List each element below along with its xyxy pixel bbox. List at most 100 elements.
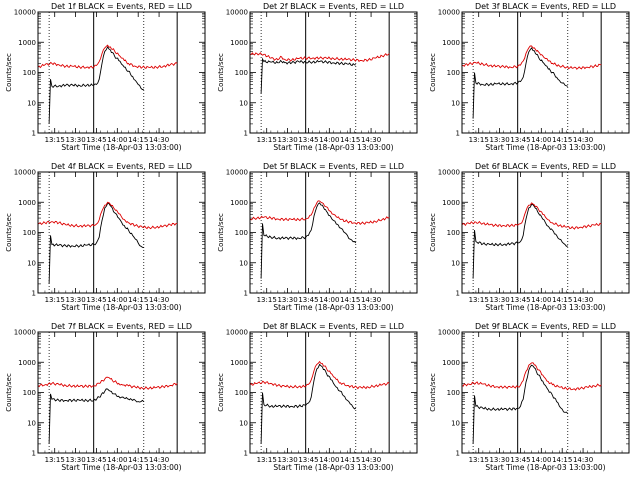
chart-panel-8: Det 8f BLACK = Events, RED = LLD Counts/s… — [217, 322, 418, 472]
y-tick-label: 10 — [451, 419, 460, 427]
y-tick-label: 100 — [447, 229, 460, 237]
y-axis-label: Counts/sec — [5, 53, 13, 92]
plot-frame — [249, 11, 418, 134]
x-tick-label: 14:30 — [149, 456, 169, 464]
y-tick-label: 1 — [32, 290, 36, 298]
x-axis-label: Start Time (18-Apr-03 13:03:00) — [485, 143, 605, 152]
y-tick-label: 10000 — [226, 169, 248, 177]
x-tick-label: 14:15 — [340, 456, 360, 464]
y-tick-label: 10000 — [226, 329, 248, 337]
series-line-lld — [461, 202, 602, 230]
y-tick-label: 10000 — [438, 9, 460, 17]
series-line-lld — [37, 376, 178, 390]
x-tick-label: 14:15 — [552, 136, 572, 144]
series-line-lld — [249, 200, 390, 225]
x-tick-label: 14:00 — [107, 136, 127, 144]
x-tick-label: 14:15 — [128, 296, 148, 304]
x-tick-label: 13:15 — [45, 296, 65, 304]
y-tick-label: 1000 — [230, 39, 248, 47]
y-tick-label: 1000 — [18, 39, 36, 47]
chart-title: Det 9f BLACK = Events, RED = LLD — [475, 322, 616, 331]
x-tick-label: 14:15 — [552, 456, 572, 464]
x-tick-label: 14:30 — [573, 456, 593, 464]
y-tick-label: 1 — [32, 450, 36, 458]
x-tick-label: 13:15 — [469, 456, 489, 464]
x-tick-label: 13:30 — [489, 456, 509, 464]
series-line-events — [48, 203, 144, 284]
y-tick-label: 1000 — [442, 359, 460, 367]
series-line-lld — [249, 52, 390, 63]
x-tick-label: 13:45 — [86, 136, 106, 144]
x-tick-label: 14:30 — [149, 136, 169, 144]
y-axis-label: Counts/sec — [217, 213, 225, 252]
y-tick-label: 10 — [239, 259, 248, 267]
y-tick-label: 100 — [447, 389, 460, 397]
series-line-events — [48, 45, 144, 124]
x-tick-label: 13:30 — [65, 136, 85, 144]
y-tick-label: 10 — [451, 259, 460, 267]
series-line-lld — [37, 44, 178, 70]
y-tick-label: 10000 — [438, 329, 460, 337]
plot-frame — [461, 171, 630, 294]
plot-frame — [461, 11, 630, 134]
x-tick-label: 14:15 — [340, 296, 360, 304]
y-tick-label: 100 — [235, 69, 248, 77]
chart-title: Det 6f BLACK = Events, RED = LLD — [475, 162, 616, 171]
y-tick-label: 10000 — [14, 169, 36, 177]
x-tick-label: 14:30 — [149, 296, 169, 304]
x-tick-label: 13:45 — [86, 296, 106, 304]
plot-frame — [249, 171, 418, 294]
chart-title: Det 3f BLACK = Events, RED = LLD — [475, 2, 616, 11]
x-tick-label: 14:00 — [319, 456, 339, 464]
y-tick-label: 100 — [23, 229, 36, 237]
x-axis-label: Start Time (18-Apr-03 13:03:00) — [61, 303, 181, 312]
x-tick-label: 13:30 — [65, 296, 85, 304]
x-tick-label: 14:00 — [319, 136, 339, 144]
y-tick-label: 10 — [27, 259, 36, 267]
plot-frame — [461, 331, 630, 454]
x-tick-label: 14:00 — [107, 456, 127, 464]
series-line-lld — [462, 45, 602, 70]
series-line-events — [48, 388, 145, 444]
plot-frame — [37, 331, 206, 454]
x-tick-label: 13:45 — [298, 456, 318, 464]
plot-frame — [37, 11, 206, 134]
series-line-lld — [249, 360, 390, 390]
x-tick-label: 13:15 — [45, 456, 65, 464]
x-axis-label: Start Time (18-Apr-03 13:03:00) — [485, 303, 605, 312]
series-line-events — [260, 202, 357, 279]
series-line-lld — [461, 362, 602, 391]
y-axis-label: Counts/sec — [429, 53, 437, 92]
x-tick-label: 14:00 — [531, 456, 551, 464]
chart-panel-7: Det 7f BLACK = Events, RED = LLD Counts/s… — [5, 322, 206, 472]
x-axis-label: Start Time (18-Apr-03 13:03:00) — [273, 143, 393, 152]
x-tick-label: 14:15 — [552, 296, 572, 304]
y-tick-label: 10000 — [226, 9, 248, 17]
x-tick-label: 14:15 — [128, 136, 148, 144]
y-tick-label: 10 — [239, 419, 248, 427]
chart-title: Det 5f BLACK = Events, RED = LLD — [263, 162, 404, 171]
x-tick-label: 13:15 — [257, 296, 277, 304]
x-tick-label: 14:30 — [361, 456, 381, 464]
y-tick-label: 1000 — [18, 359, 36, 367]
y-tick-label: 100 — [23, 389, 36, 397]
x-tick-label: 13:45 — [86, 456, 106, 464]
chart-panel-2: Det 2f BLACK = Events, RED = LLD Counts/s… — [217, 2, 418, 152]
y-axis-label: Counts/sec — [217, 373, 225, 412]
x-tick-label: 14:30 — [573, 136, 593, 144]
x-tick-label: 13:45 — [298, 296, 318, 304]
series-line-events — [260, 363, 356, 444]
series-line-events — [472, 203, 568, 279]
plot-frame — [37, 171, 206, 294]
chart-title: Det 1f BLACK = Events, RED = LLD — [51, 2, 192, 11]
x-tick-label: 13:45 — [298, 136, 318, 144]
x-tick-label: 14:00 — [531, 136, 551, 144]
x-tick-label: 13:15 — [257, 456, 277, 464]
y-axis-label: Counts/sec — [5, 213, 13, 252]
x-tick-label: 14:00 — [531, 296, 551, 304]
y-tick-label: 1 — [456, 130, 460, 138]
y-axis-label: Counts/sec — [429, 213, 437, 252]
x-tick-label: 14:30 — [361, 296, 381, 304]
y-tick-label: 1000 — [230, 359, 248, 367]
x-tick-label: 13:15 — [469, 296, 489, 304]
